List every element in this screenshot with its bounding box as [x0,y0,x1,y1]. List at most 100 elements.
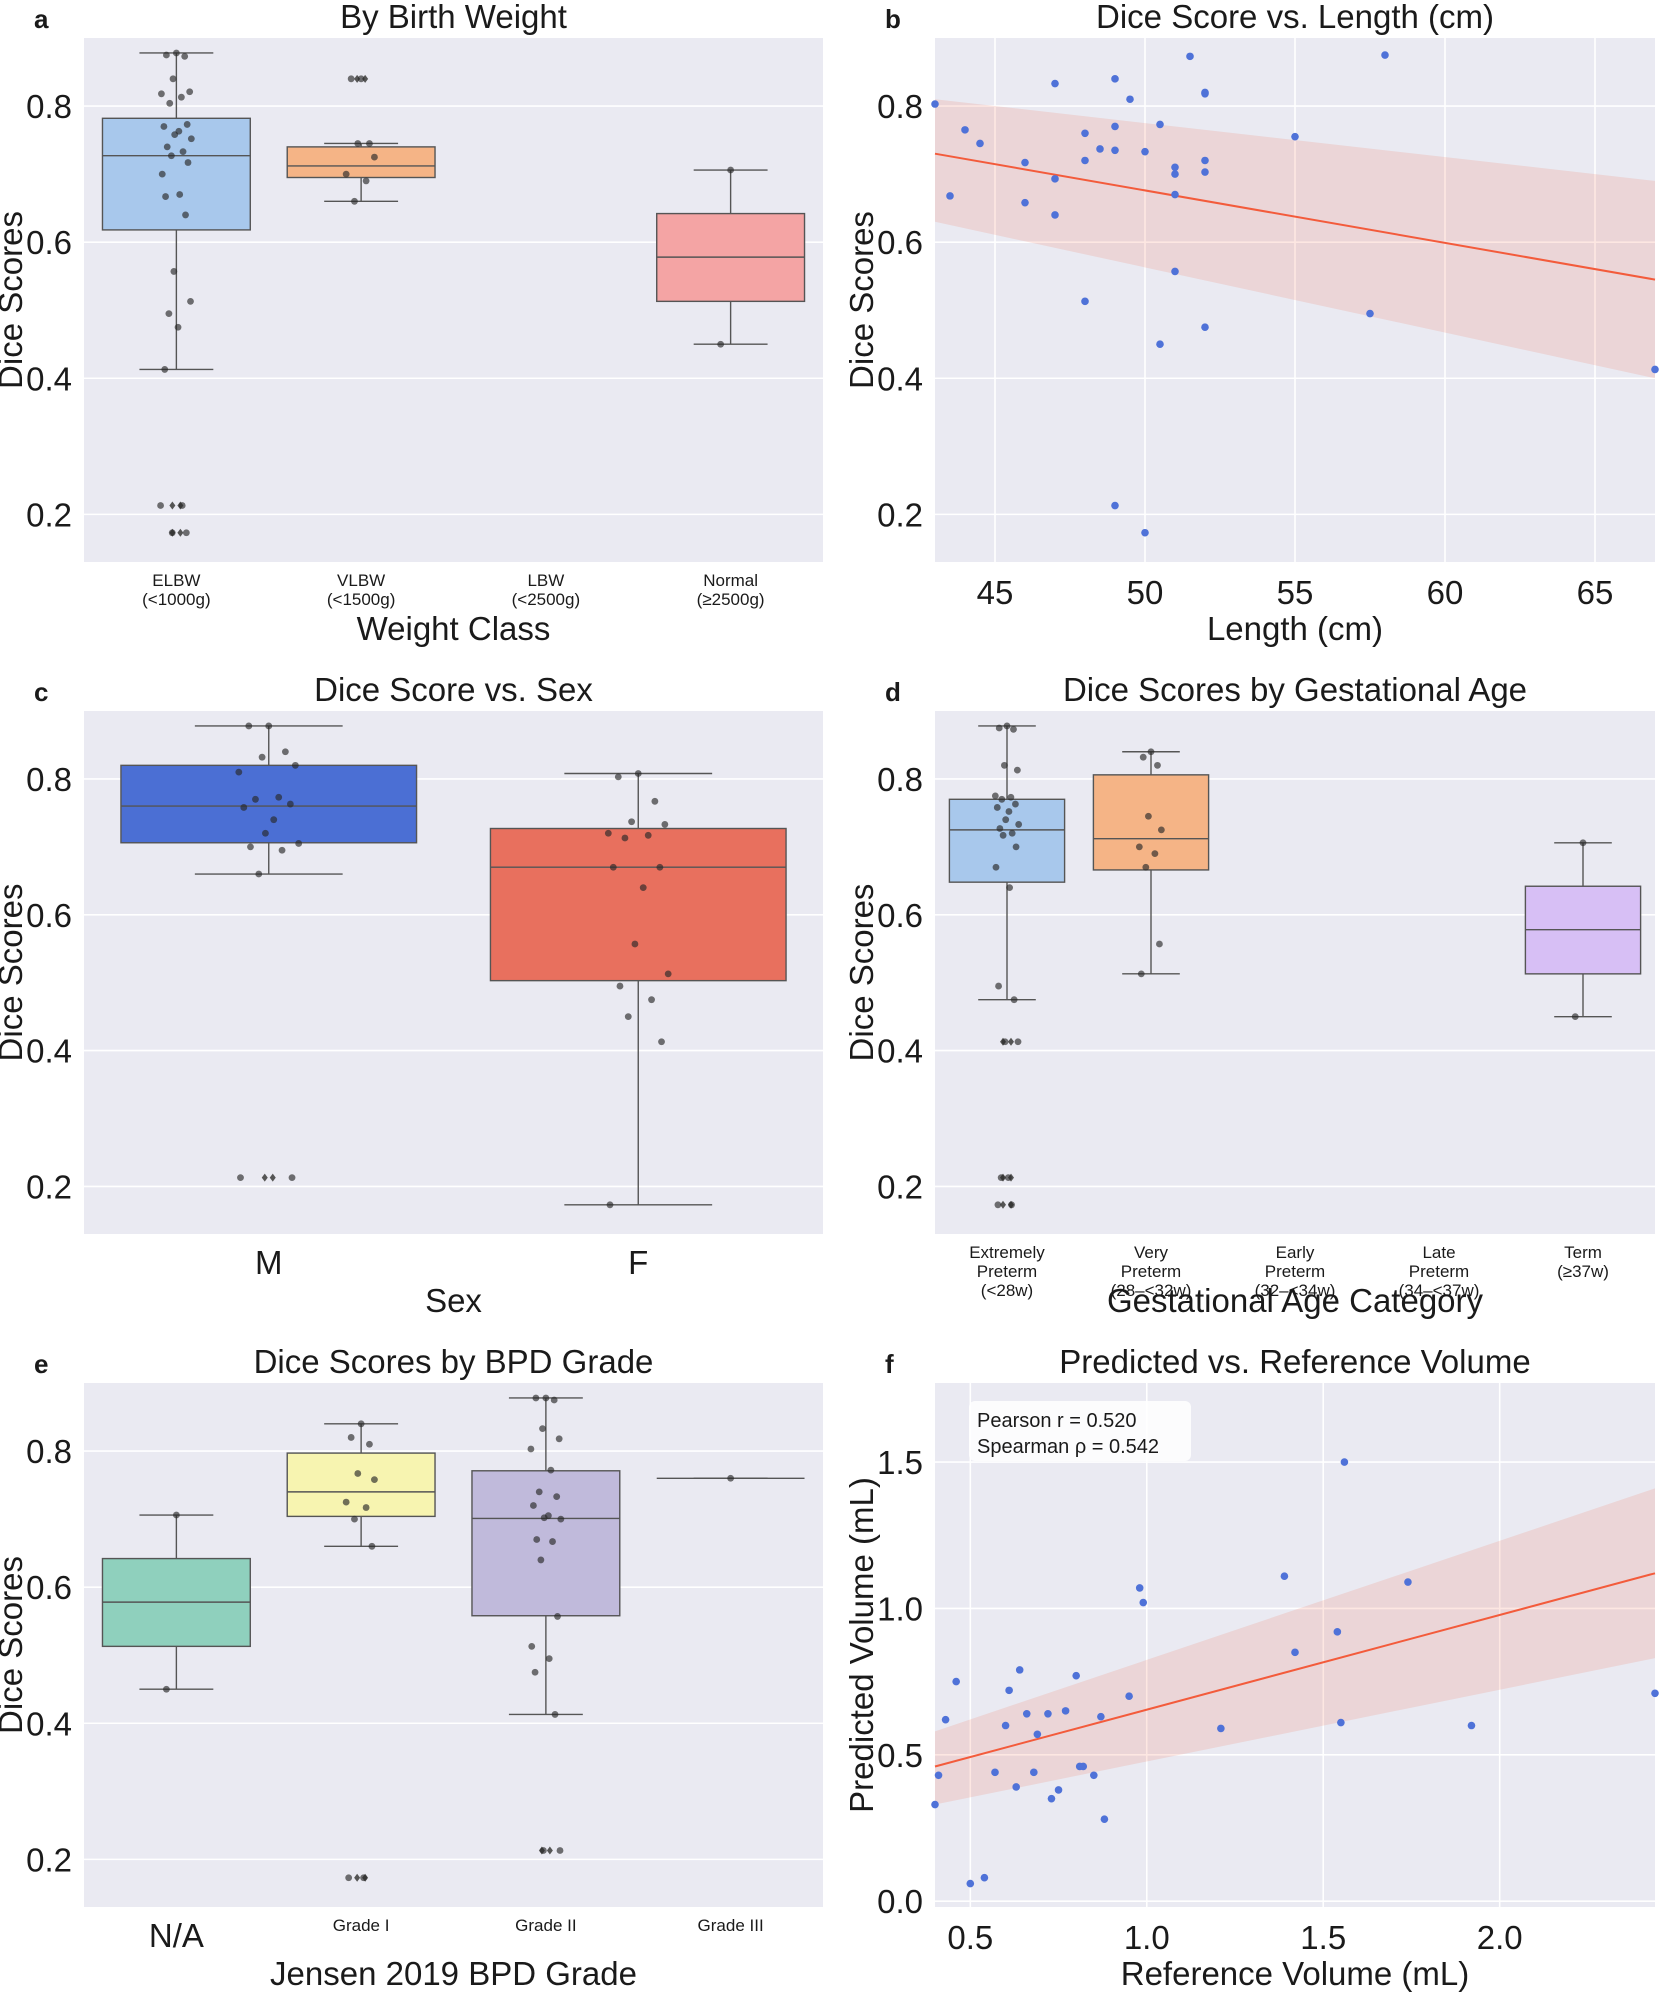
data-point [237,1174,244,1182]
y-tick-label: 0.8 [877,761,923,798]
data-point [931,100,939,108]
data-point [278,846,286,854]
x-tick-label: Preterm [1121,1262,1181,1281]
data-point [528,1642,536,1650]
data-point [371,153,378,161]
x-tick-label: 50 [1127,574,1164,611]
data-point [1201,156,1209,165]
data-point [1008,829,1016,837]
x-axis-label: Reference Volume (mL) [1121,1955,1469,1992]
data-point [556,1847,564,1854]
data-point [1201,168,1209,176]
data-point [1111,146,1119,155]
data-point [651,797,659,805]
data-point [530,1502,537,1509]
data-point [178,502,186,509]
regression-line [934,1572,1656,1768]
box [286,146,436,179]
data-point [172,1511,180,1519]
data-point [976,139,984,148]
y-tick-label: 0.6 [877,897,923,934]
data-point [158,170,166,178]
x-tick-label: (32–<34w) [1255,1281,1336,1300]
data-point [1054,1786,1063,1794]
data-point [270,816,278,824]
panel-title: Dice Scores by Gestational Age [1063,671,1527,708]
y-tick-label: 0.4 [26,1705,72,1742]
data-point [181,52,189,60]
y-axis-label: Predicted Volume (mL) [843,1477,880,1813]
data-point [247,843,254,851]
data-point [362,177,370,185]
data-point [179,148,187,156]
data-point [727,1474,735,1482]
panel-letter: e [34,1349,48,1379]
data-point [980,1873,989,1882]
data-point [240,804,248,811]
data-point [533,1536,541,1543]
data-point [946,192,954,200]
y-tick-label: 0.5 [877,1737,923,1774]
outlier-marker [1000,1200,1006,1209]
data-point [162,51,170,59]
data-point [550,1396,558,1404]
regression-line [934,152,1656,281]
data-point [1111,501,1119,510]
box [471,1470,621,1617]
outlier-marker [546,1846,553,1855]
data-point [1137,970,1145,978]
y-tick-label: 0.6 [26,224,72,261]
data-point [262,829,269,837]
data-point [245,722,253,730]
x-tick-label: Extremely [969,1243,1045,1262]
y-tick-label: 0.2 [26,1841,72,1878]
panel-e: 0.2 0.4 0.6 0.8 N/A Grade I Grade II Grade III D… [0,1343,823,1992]
x-tick-label: ELBW [152,571,200,590]
data-point [1001,1721,1010,1730]
data-point [1005,808,1013,815]
data-point [357,1420,365,1428]
data-point [527,1445,535,1453]
x-tick-label: LBW [527,571,564,590]
x-tick-label: 45 [977,574,1014,611]
data-point [991,792,999,800]
data-point [1201,90,1209,98]
y-tick-label: 0.2 [877,496,923,533]
data-point [644,831,652,839]
data-point [157,502,164,509]
y-axis-label: Dice Scores [843,884,880,1062]
data-point [540,1514,548,1522]
data-point [171,131,179,139]
data-point [634,770,642,777]
y-axis-label: Dice Scores [0,884,29,1062]
data-point [1100,1815,1109,1823]
y-axis-label: Dice Scores [843,211,880,389]
y-tick-label: 0.6 [877,224,923,261]
data-point [1010,996,1018,1004]
data-point [993,804,1001,811]
data-point [1090,1771,1098,1780]
data-point [545,1655,553,1663]
panel-title: Dice Score vs. Length (cm) [1096,0,1494,35]
x-tick-label: Early [1276,1243,1315,1262]
data-point [1004,1174,1012,1182]
y-tick-label: 0.4 [26,360,72,397]
stats-box [969,1401,1191,1461]
data-point [371,1476,378,1484]
panel-b: 0.2 0.4 0.6 0.8 45 50 55 60 65 Dice Score vs. Len… [843,0,1659,647]
data-point [366,140,373,147]
confidence-band [935,1488,1655,1805]
y-tick-label: 0.8 [26,761,72,798]
data-point [621,834,629,842]
data-point [182,211,189,219]
x-tick-label: (<28w) [981,1281,1033,1300]
data-point [991,1768,999,1777]
data-point [535,1488,543,1496]
x-tick-label: (≥2500g) [697,590,765,609]
x-tick-label: (<1500g) [327,590,396,609]
outlier-marker [269,1173,276,1182]
panel-letter: b [885,4,901,34]
data-point [931,1800,939,1809]
data-point [162,193,169,200]
data-point [539,1847,547,1854]
